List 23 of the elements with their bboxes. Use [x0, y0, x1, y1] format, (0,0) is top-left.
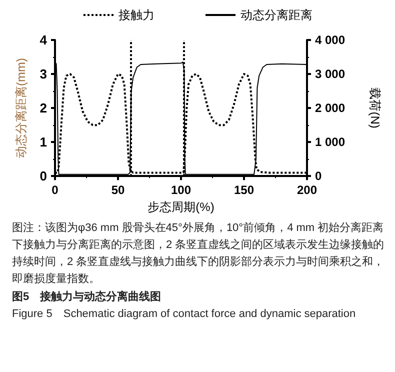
- y-tick-label: 3: [40, 66, 47, 82]
- y2-tick-label: 4 000: [315, 33, 346, 47]
- x-tick-label: 150: [234, 183, 254, 198]
- x-axis-title: 步态周期(%): [148, 200, 214, 214]
- y-tick-label: 0: [40, 168, 47, 184]
- y-tick-label: 1: [40, 134, 47, 150]
- text: 图5 接触力与动态分离曲线图: [12, 290, 162, 305]
- x-tick-label: 200: [296, 183, 318, 198]
- x-tick-label: 0: [52, 183, 59, 198]
- text: 图注：该图为φ36 mm 股骨头在45°外展角，10°前倾角，4 mm 初始分离距离下接触力与分离距离的示意图，2 条竖直虚线之间的区域表示发生边缘接触的持续时间，2 条竖直虚线与接触力曲线下的阴影部分表示力与时间乘积之和，即磨损度量指数。: [12, 220, 385, 287]
- x-tick-label: 50: [111, 183, 125, 198]
- y2-axis-title: 载荷(N): [368, 88, 382, 128]
- y2-tick-label: 0: [315, 169, 322, 184]
- y-axis-title: 动态分离距离(mm): [14, 58, 28, 158]
- y-tick-label: 2: [40, 100, 47, 116]
- y2-tick-label: 1 000: [315, 135, 346, 150]
- legend-label: 接触力: [118, 8, 154, 22]
- y2-tick-label: 3 000: [315, 67, 346, 82]
- x-tick-label: 100: [170, 183, 192, 198]
- y2-tick-label: 2 000: [315, 101, 346, 116]
- y-tick-label: 4: [40, 32, 48, 48]
- legend-label: 动态分离距离: [240, 8, 312, 22]
- text: Figure 5 Schematic diagram of contact force and dynamic separation: [12, 307, 357, 322]
